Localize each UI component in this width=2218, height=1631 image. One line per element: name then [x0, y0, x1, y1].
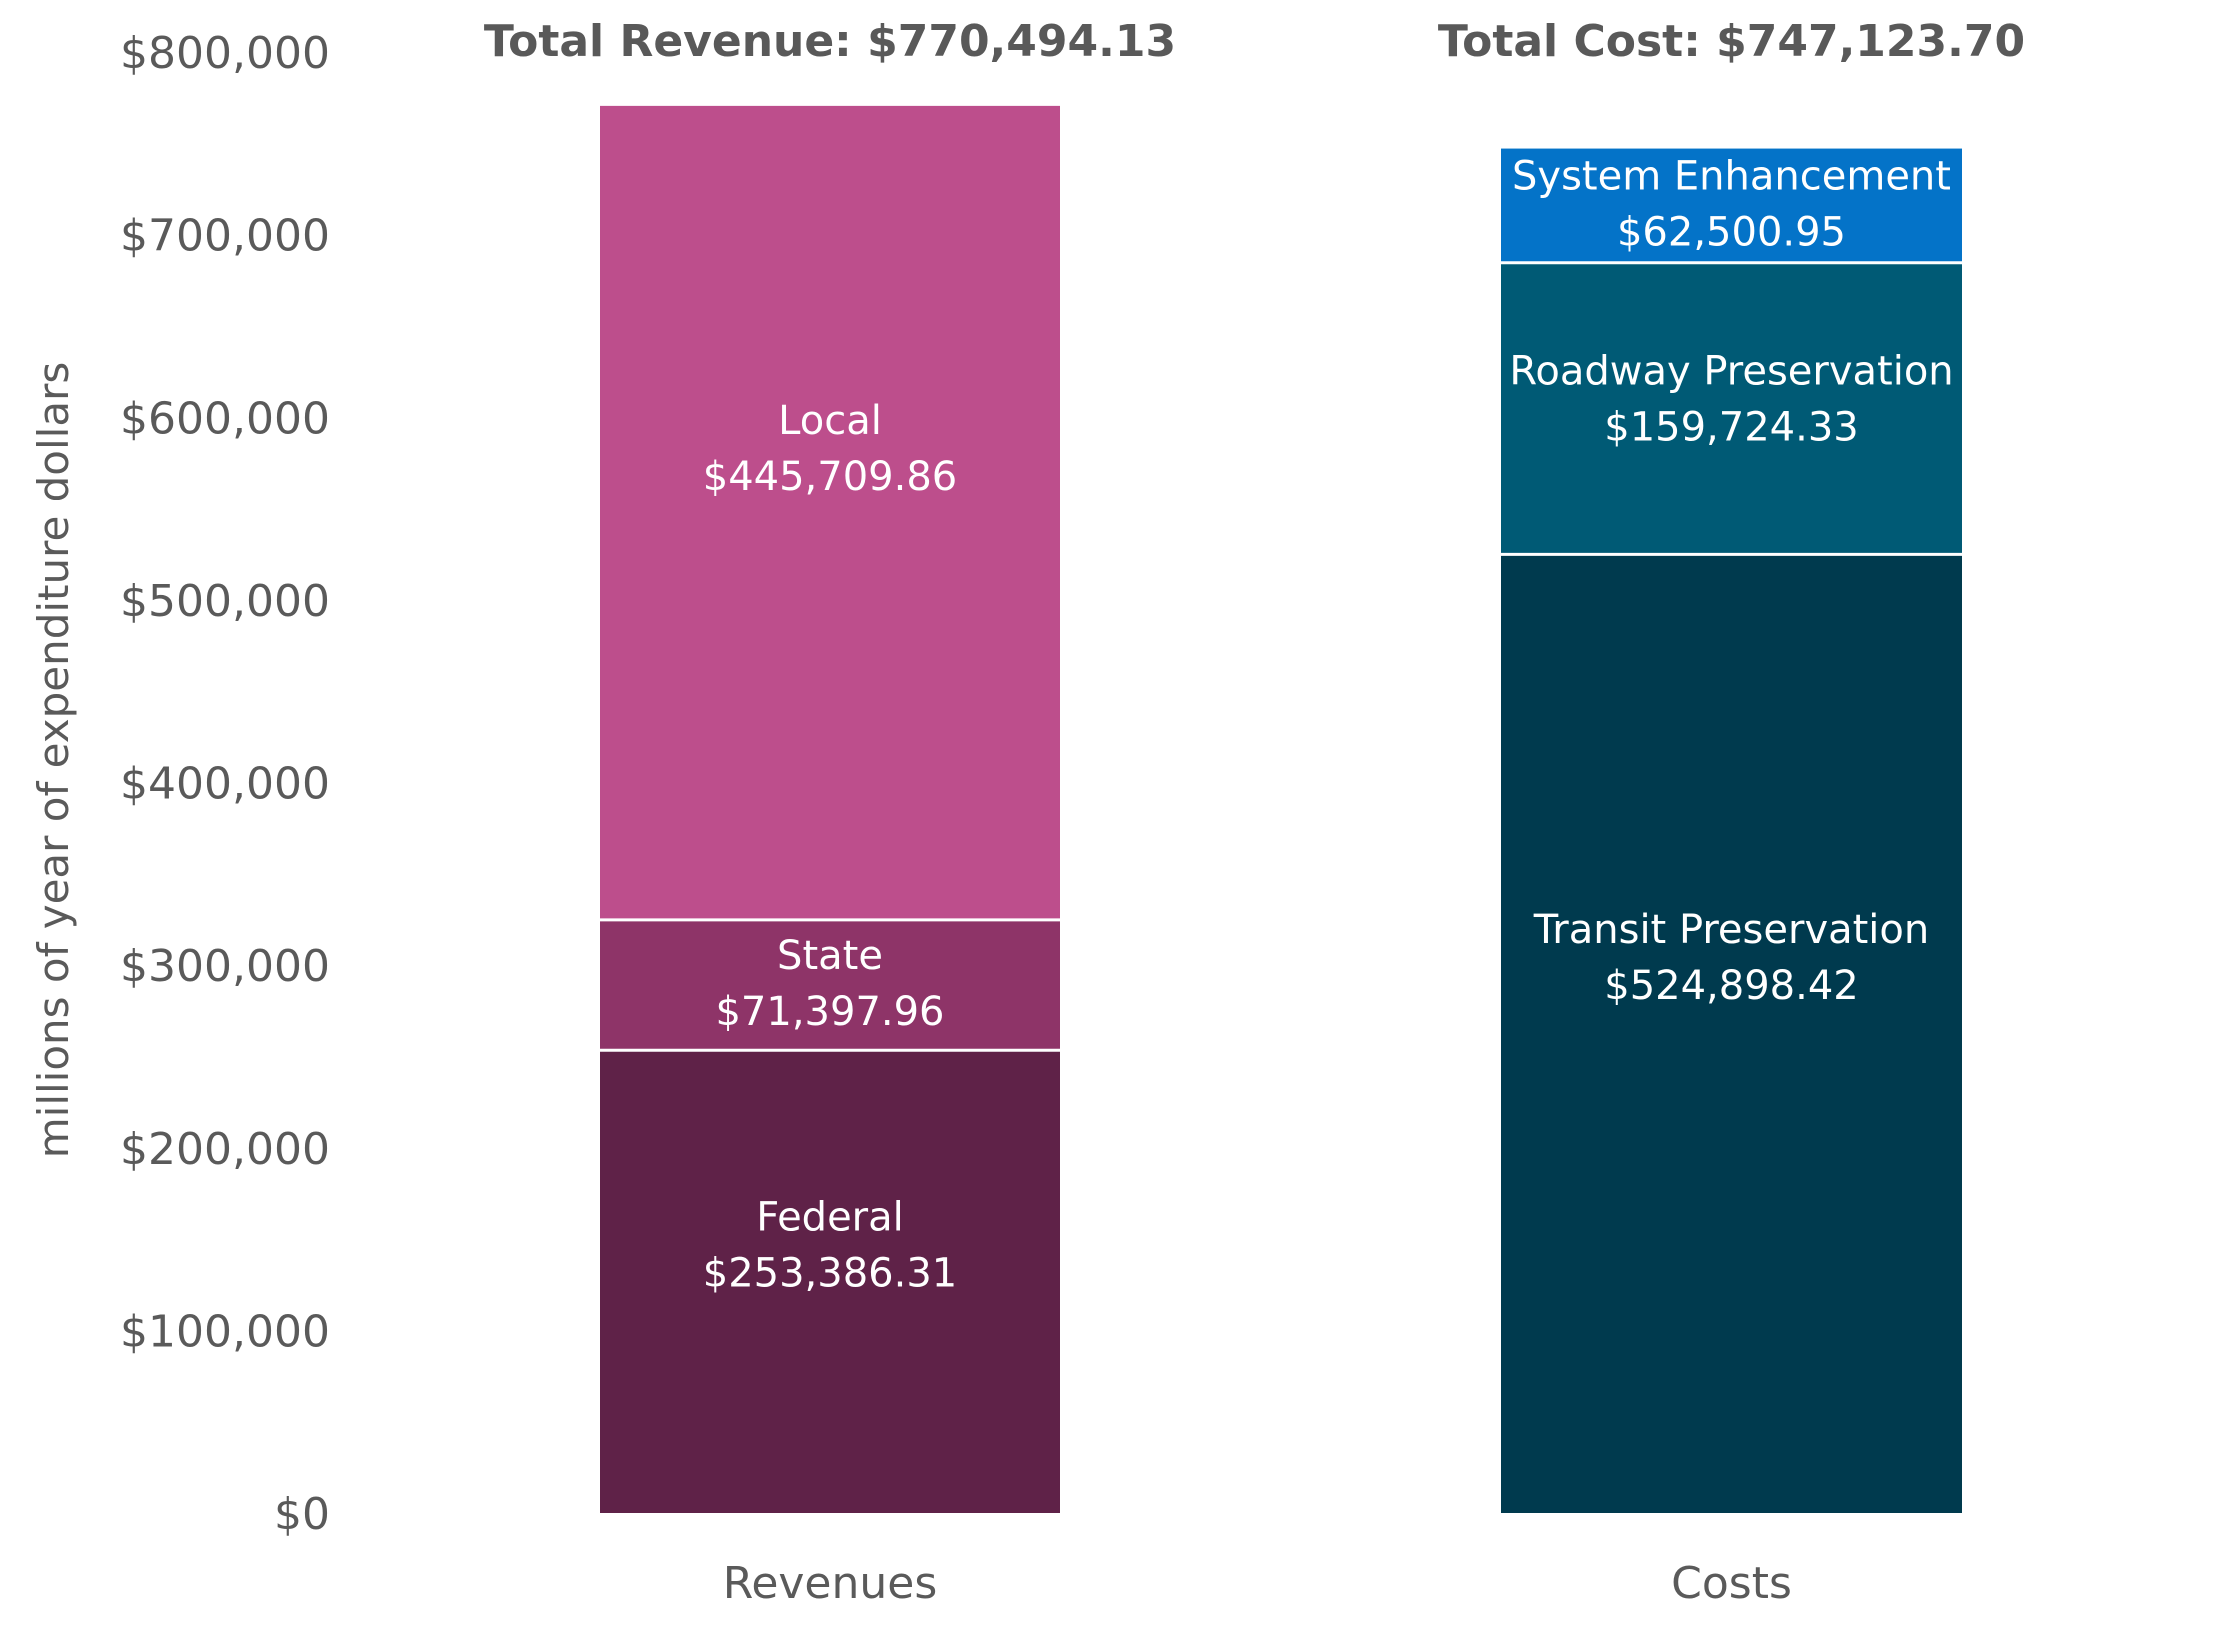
segment-value-label: $62,500.95: [1617, 210, 1846, 256]
y-tick-label: $800,000: [120, 28, 330, 79]
segment-name-label: Local: [778, 398, 882, 444]
y-tick-label: $600,000: [120, 393, 330, 444]
y-tick-label: $100,000: [120, 1306, 330, 1357]
y-tick-label: $300,000: [120, 941, 330, 992]
bar-revenues: Federal $253,386.31 State $71,397.96 Local $4…: [484, 16, 1176, 1609]
bar-segment-transit-preservation: [1501, 554, 1962, 1513]
segment-name-label: Transit Preservation: [1533, 907, 1930, 953]
total-label: Total Cost: $747,123.70: [1438, 16, 2025, 67]
segment-value-label: $253,386.31: [703, 1251, 957, 1297]
category-label: Costs: [1671, 1558, 1792, 1609]
segment-value-label: $445,709.86: [703, 454, 957, 500]
bar-segment-system-enhancement: [1501, 148, 1962, 263]
bar-segment-federal: [600, 1050, 1060, 1513]
segment-value-label: $159,724.33: [1604, 405, 1858, 451]
y-axis: $0 $100,000 $200,000 $300,000 $400,000 $500,0…: [120, 28, 330, 1540]
y-tick-label: $500,000: [120, 576, 330, 627]
segment-value-label: $71,397.96: [715, 989, 944, 1035]
category-label: Revenues: [723, 1558, 938, 1609]
bar-costs: Transit Preservation $524,898.42 Roadway P…: [1438, 16, 2025, 1609]
bars: Federal $253,386.31 State $71,397.96 Local $4…: [484, 16, 2025, 1609]
segment-name-label: System Enhancement: [1512, 154, 1951, 200]
y-tick-label: $400,000: [120, 759, 330, 810]
total-label: Total Revenue: $770,494.13: [484, 16, 1176, 67]
bar-segment-roadway-preservation: [1501, 262, 1962, 555]
y-tick-label: $200,000: [120, 1124, 330, 1175]
segment-name-label: State: [777, 933, 883, 979]
y-tick-label: $0: [274, 1489, 330, 1540]
segment-name-label: Roadway Preservation: [1509, 349, 1953, 395]
y-axis-title: millions of year of expenditure dollars: [29, 362, 78, 1158]
bar-segment-local: [600, 105, 1060, 920]
segment-name-label: Federal: [756, 1195, 904, 1241]
bar-segment-state: [600, 919, 1060, 1051]
segment-value-label: $524,898.42: [1604, 963, 1858, 1009]
y-tick-label: $700,000: [120, 211, 330, 262]
